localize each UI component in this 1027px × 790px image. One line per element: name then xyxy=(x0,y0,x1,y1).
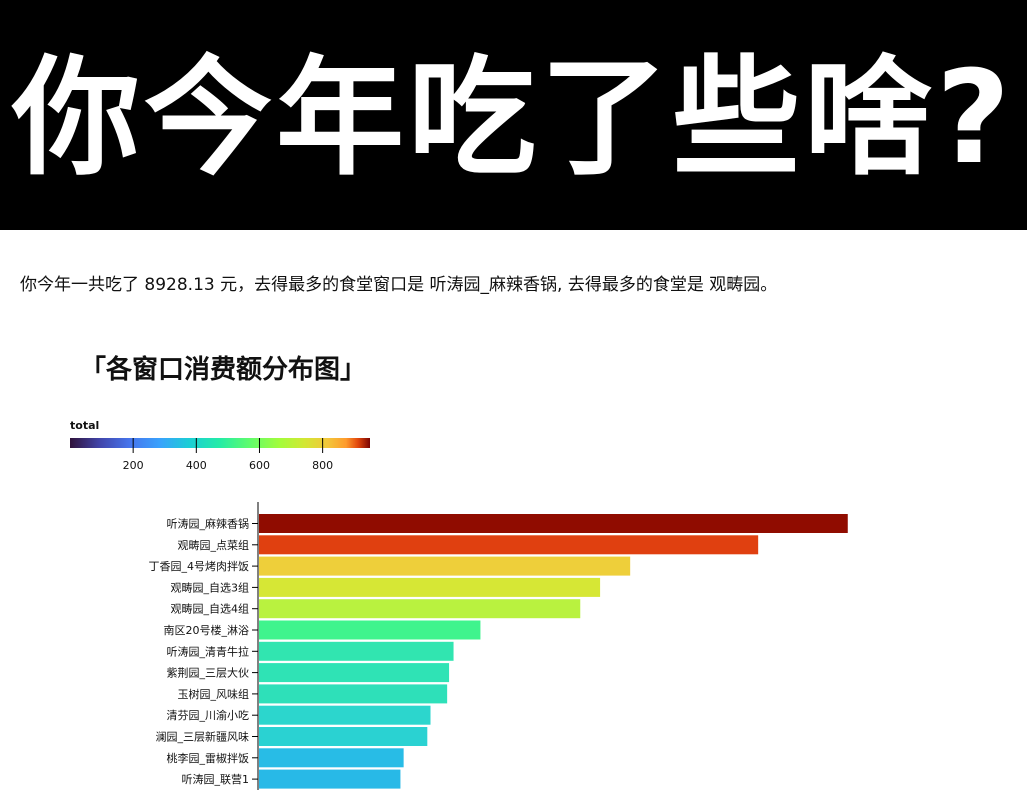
y-tick-label: 观畴园_自选3组 xyxy=(171,580,250,594)
y-tick-label: 丁香园_4号烤肉拌饭 xyxy=(149,559,250,573)
color-legend: total 200 400 600 800 xyxy=(70,419,370,472)
hero-banner: 你今年吃了些啥? xyxy=(0,0,1027,230)
page-headline: 你今年吃了些啥? xyxy=(12,44,1015,193)
bar xyxy=(259,599,581,619)
y-tick-label: 桃李园_雷椒拌饭 xyxy=(167,751,250,765)
bar xyxy=(259,705,431,725)
chart-title: 「各窗口消费额分布图」 xyxy=(80,355,367,385)
bar xyxy=(259,684,448,704)
y-tick-label: 玉树园_风味组 xyxy=(178,687,250,701)
bar xyxy=(259,535,759,555)
bar-chart: 听涛园_麻辣香锅观畴园_点菜组丁香园_4号烤肉拌饭观畴园_自选3组观畴园_自选4… xyxy=(149,502,848,790)
y-tick-label: 澜园_三层新疆风味 xyxy=(156,730,250,744)
bar xyxy=(259,748,404,768)
bar xyxy=(259,577,601,597)
y-tick-label: 听涛园_联营1 xyxy=(182,772,250,786)
bar xyxy=(259,641,454,661)
bar xyxy=(259,620,481,640)
y-tick-label: 听涛园_清青牛拉 xyxy=(167,644,250,658)
y-tick-label: 听涛园_麻辣香锅 xyxy=(167,517,250,531)
y-tick-label: 南区20号楼_淋浴 xyxy=(164,623,250,637)
summary-text: 你今年一共吃了 8928.13 元，去得最多的食堂窗口是 听涛园_麻辣香锅, 去… xyxy=(20,275,778,295)
legend-tick-label: 200 xyxy=(123,459,144,472)
legend-title: total xyxy=(70,419,99,432)
bar xyxy=(259,556,631,576)
bar xyxy=(259,514,848,533)
bar xyxy=(259,727,428,746)
y-tick-label: 清芬园_川渝小吃 xyxy=(167,708,250,722)
legend-color-ramp xyxy=(70,438,370,448)
legend-tick-label: 800 xyxy=(312,459,333,472)
y-tick-label: 紫荆园_三层大伙 xyxy=(167,666,250,680)
bar xyxy=(259,769,401,789)
legend-tick-label: 600 xyxy=(249,459,270,472)
y-tick-label: 观畴园_点菜组 xyxy=(178,538,250,552)
bar xyxy=(259,663,450,683)
y-tick-label: 观畴园_自选4组 xyxy=(171,602,250,616)
legend-tick-label: 400 xyxy=(186,459,207,472)
y-axis: 听涛园_麻辣香锅观畴园_点菜组丁香园_4号烤肉拌饭观畴园_自选3组观畴园_自选4… xyxy=(149,502,259,790)
bars xyxy=(259,514,848,789)
